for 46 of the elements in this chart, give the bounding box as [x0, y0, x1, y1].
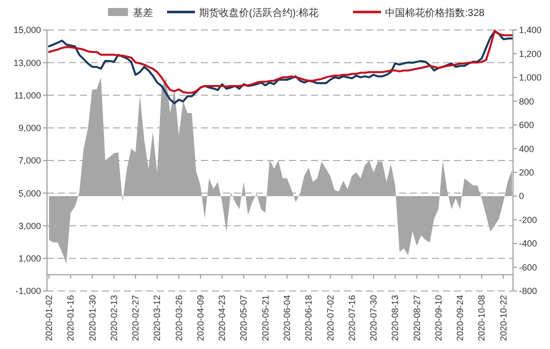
- y2-tick-label: -600: [519, 262, 538, 272]
- y2-tick-label: 1,400: [519, 25, 542, 36]
- y2-tick-label: -200: [519, 214, 538, 225]
- x-tick-label: 2020-02-13: [108, 295, 119, 342]
- x-tick-label: 2020-09-10: [433, 295, 444, 342]
- x-tick-label: 2020-04-09: [195, 295, 206, 342]
- y-tick-label: 9,000: [18, 123, 41, 134]
- x-tick-label: 2020-01-16: [66, 295, 76, 342]
- x-tick-label: 2020-04-23: [217, 295, 228, 342]
- y-tick-label: 7,000: [18, 156, 41, 166]
- x-tick-label: 2020-08-27: [412, 295, 422, 342]
- y-tick-label: 5,000: [18, 188, 41, 198]
- y2-tick-label: 600: [519, 120, 534, 130]
- x-tick-label: 2020-06-18: [304, 295, 314, 342]
- legend-label: 期货收盘价(活跃合约):棉花: [199, 7, 318, 19]
- y2-tick-label: 0: [519, 191, 524, 202]
- x-tick-label: 2020-10-08: [476, 295, 487, 342]
- y2-tick-label: 400: [519, 144, 534, 154]
- x-tick-label: 2020-02-27: [130, 295, 141, 342]
- x-tick-label: 2020-01-30: [87, 295, 98, 342]
- y2-tick-label: 800: [519, 96, 534, 106]
- y2-tick-label: 1,000: [519, 72, 542, 83]
- y2-tick-label: 200: [519, 168, 534, 178]
- y-tick-label: -1,000: [15, 286, 41, 296]
- y-tick-label: 13,000: [13, 58, 41, 68]
- x-tick-label: 2020-01-02: [44, 295, 54, 342]
- x-tick-label: 2020-07-30: [368, 295, 379, 342]
- x-tick-label: 2020-07-02: [325, 295, 336, 342]
- x-tick-label: 2020-05-21: [260, 295, 270, 342]
- x-tick-label: 2020-06-04: [282, 295, 292, 342]
- x-tick-label: 2020-05-07: [238, 295, 249, 342]
- legend-label: 中国棉花价格指数:328: [385, 7, 485, 19]
- x-tick-label: 2020-07-16: [346, 295, 357, 342]
- y2-tick-label: -400: [519, 238, 538, 249]
- legend-label: 基差: [133, 7, 153, 19]
- y2-tick-label: -800: [519, 286, 538, 296]
- y-tick-label: 3,000: [18, 220, 41, 231]
- y2-tick-label: 1,200: [519, 48, 542, 59]
- x-tick-label: 2020-08-13: [390, 295, 400, 342]
- y-tick-label: 11,000: [14, 90, 41, 100]
- y-tick-label: 15,000: [13, 25, 41, 36]
- x-tick-label: 2020-03-12: [152, 295, 162, 342]
- y-tick-label: 1,000: [18, 254, 41, 264]
- x-tick-label: 2020-03-26: [174, 295, 184, 342]
- x-tick-label: 2020-09-24: [455, 295, 466, 342]
- x-tick-label: 2020-10-22: [498, 295, 508, 342]
